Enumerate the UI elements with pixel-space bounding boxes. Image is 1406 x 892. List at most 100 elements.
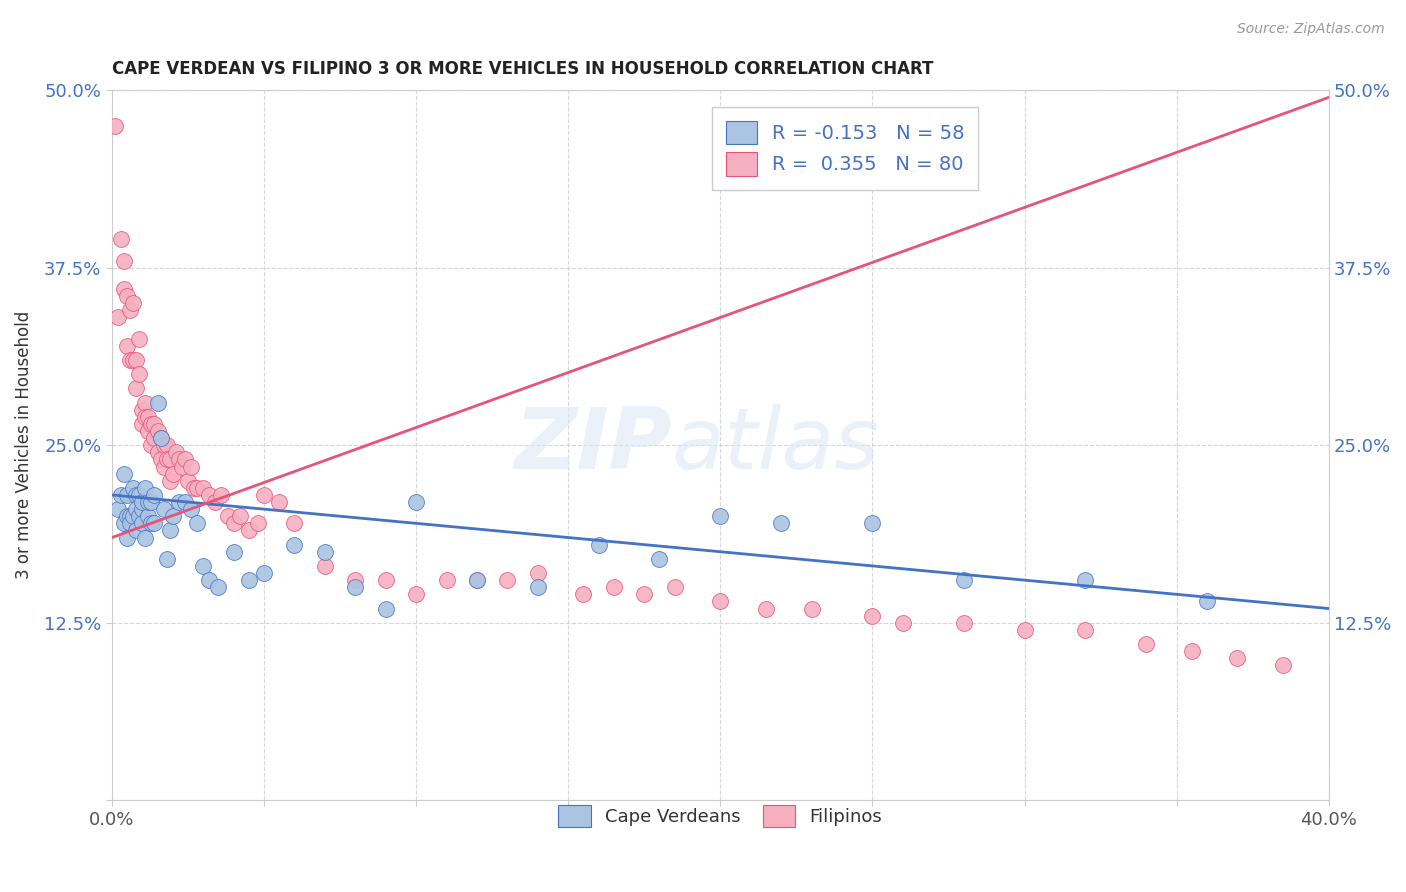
Point [125, 488, 148, 502]
Point [527, 566, 550, 580]
Point [134, 531, 156, 545]
Point [128, 332, 150, 346]
Point [465, 573, 488, 587]
Point [143, 488, 166, 502]
Text: ZIP: ZIP [515, 404, 672, 487]
Point [496, 573, 519, 587]
Point [174, 495, 197, 509]
Point [162, 467, 184, 481]
Point [143, 516, 166, 531]
Text: CAPE VERDEAN VS FILIPINO 3 OR MORE VEHICLES IN HOUSEHOLD CORRELATION CHART: CAPE VERDEAN VS FILIPINO 3 OR MORE VEHIC… [112, 60, 934, 78]
Point [952, 615, 974, 630]
Point [146, 395, 169, 409]
Point [156, 452, 179, 467]
Point [222, 545, 245, 559]
Point [138, 509, 160, 524]
Point [159, 474, 181, 488]
Y-axis label: 3 or more Vehicles in Household: 3 or more Vehicles in Household [15, 311, 32, 580]
Point [709, 594, 731, 608]
Point [253, 488, 276, 502]
Point [134, 481, 156, 495]
Point [125, 502, 148, 516]
Point [122, 509, 145, 524]
Point [112, 253, 135, 268]
Point [238, 573, 260, 587]
Point [128, 509, 150, 524]
Point [204, 495, 226, 509]
Point [107, 310, 129, 325]
Point [115, 339, 138, 353]
Point [180, 459, 202, 474]
Point [1197, 594, 1219, 608]
Point [405, 587, 427, 601]
Point [374, 601, 396, 615]
Point [159, 524, 181, 538]
Point [755, 601, 778, 615]
Point [344, 580, 367, 594]
Point [314, 558, 336, 573]
Point [193, 558, 215, 573]
Point [648, 551, 671, 566]
Point [465, 573, 488, 587]
Point [167, 452, 190, 467]
Point [283, 516, 305, 531]
Point [283, 538, 305, 552]
Text: Source: ZipAtlas.com: Source: ZipAtlas.com [1237, 22, 1385, 37]
Point [112, 282, 135, 296]
Point [122, 296, 145, 310]
Point [180, 502, 202, 516]
Point [156, 551, 179, 566]
Point [891, 615, 914, 630]
Point [186, 516, 208, 531]
Point [143, 417, 166, 431]
Point [193, 481, 215, 495]
Point [110, 232, 132, 246]
Point [141, 516, 163, 531]
Point [120, 303, 142, 318]
Point [120, 516, 142, 531]
Point [269, 495, 291, 509]
Point [246, 516, 269, 531]
Point [149, 431, 172, 445]
Point [209, 488, 232, 502]
Point [125, 381, 148, 395]
Point [170, 459, 193, 474]
Point [134, 395, 156, 409]
Point [122, 353, 145, 368]
Point [253, 566, 276, 580]
Point [405, 495, 427, 509]
Point [709, 509, 731, 524]
Point [862, 608, 884, 623]
Point [149, 452, 172, 467]
Point [152, 459, 174, 474]
Point [143, 431, 166, 445]
Point [134, 409, 156, 424]
Point [128, 488, 150, 502]
Point [146, 424, 169, 438]
Point [138, 409, 160, 424]
Point [174, 452, 197, 467]
Text: atlas: atlas [672, 404, 880, 487]
Point [228, 509, 250, 524]
Point [374, 573, 396, 587]
Point [344, 573, 367, 587]
Point [177, 474, 200, 488]
Point [207, 580, 229, 594]
Point [141, 417, 163, 431]
Point [128, 368, 150, 382]
Point [167, 495, 190, 509]
Point [104, 119, 127, 133]
Point [107, 502, 129, 516]
Point [122, 481, 145, 495]
Point [131, 516, 153, 531]
Point [198, 488, 221, 502]
Point [131, 495, 153, 509]
Point [112, 516, 135, 531]
Point [152, 502, 174, 516]
Point [131, 402, 153, 417]
Point [110, 488, 132, 502]
Point [1074, 573, 1097, 587]
Point [633, 587, 655, 601]
Point [159, 452, 181, 467]
Point [146, 445, 169, 459]
